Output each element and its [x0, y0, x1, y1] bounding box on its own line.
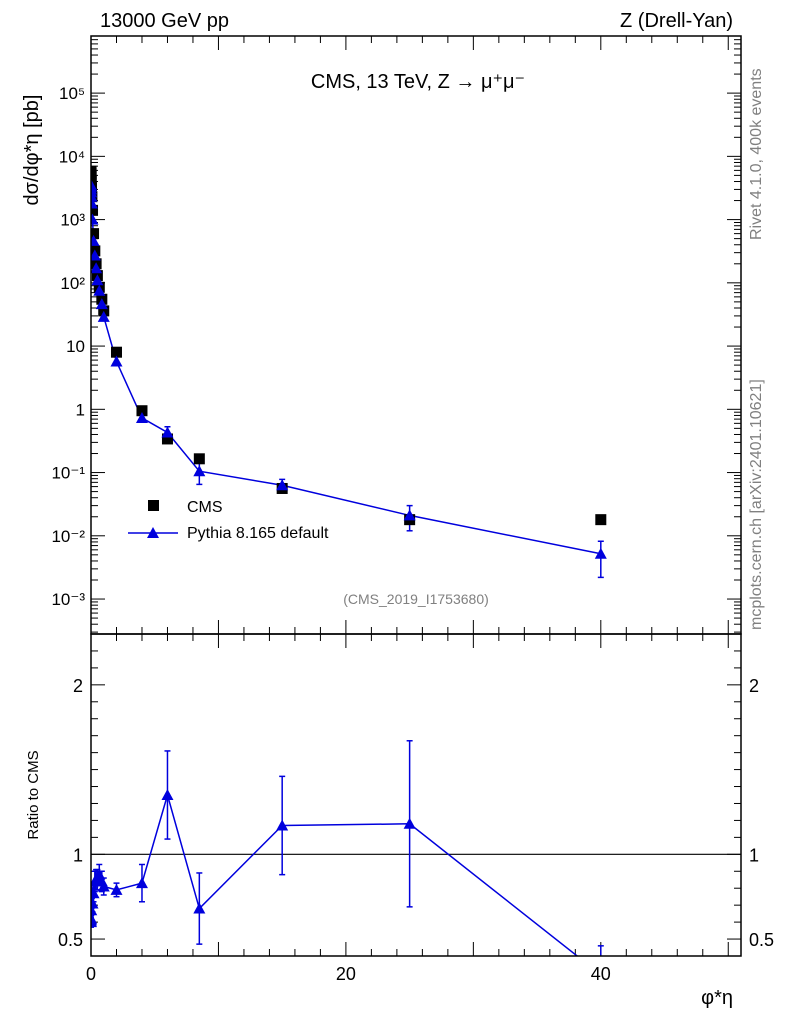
mcplots-label: mcplots.cern.ch [arXiv:2401.10621] — [748, 379, 765, 630]
cms-point — [91, 245, 101, 257]
main-y-tick-label: 10 — [66, 337, 85, 356]
pythia-point — [95, 298, 108, 310]
cms-point — [91, 204, 99, 216]
ratio-y-tick-label-right: 0.5 — [749, 930, 774, 950]
ratio-point — [135, 877, 148, 889]
ratio-y-tick-label-right: 2 — [749, 676, 759, 696]
ratio-panel: Ratio to CMS 0.5 0.5 1 1 2 2 0 20 40 φ*η — [25, 633, 774, 1009]
cms-point — [91, 176, 97, 188]
main-y-tick-label: 10⁴ — [59, 147, 85, 166]
cms-point — [110, 346, 122, 358]
ratio-point — [403, 817, 416, 829]
x-tick-label: 20 — [336, 964, 356, 984]
ratio-point — [97, 880, 110, 892]
main-y-tick-label: 10⁻¹ — [51, 464, 85, 483]
pythia-line — [91, 185, 601, 555]
main-ylabel: dσ/dφ*η [pb] — [21, 95, 43, 206]
ratio-frame — [90, 633, 742, 957]
main-y-tick-label: 10⁵ — [59, 84, 85, 103]
x-tick-label: 40 — [591, 964, 611, 984]
pythia-point — [403, 509, 416, 521]
cms-point — [193, 453, 205, 465]
pythia-point — [110, 355, 123, 367]
ratio-y-tick-label: 1 — [73, 845, 83, 865]
ratio-xlabel: φ*η — [701, 987, 733, 1009]
pythia-point — [193, 465, 206, 477]
ratio-x-axis: 0 20 40 — [86, 634, 729, 984]
ratio-ylabel: Ratio to CMS — [25, 750, 42, 839]
main-title: CMS, 13 TeV, Z → μ⁺μ⁻ — [311, 71, 525, 93]
main-y-tick-label: 10³ — [60, 211, 85, 230]
main-panel: CMS, 13 TeV, Z → μ⁺μ⁻ (CMS_2019_I1753680… — [21, 35, 742, 635]
rivet-label: Rivet 4.1.0, 400k events — [748, 68, 765, 240]
ratio-point — [193, 902, 206, 914]
main-y-tick-label: 10⁻³ — [51, 590, 85, 609]
ratio-point — [276, 819, 289, 831]
pythia-point — [93, 284, 106, 296]
ratio-point — [91, 897, 99, 909]
analysis-label: (CMS_2019_I1753680) — [343, 591, 489, 607]
header-left: 13000 GeV pp — [100, 10, 229, 32]
main-y-axis: 10⁻³ 10⁻² 10⁻¹ 1 10 10² 10³ 10⁴ 10⁵ — [51, 35, 741, 633]
pythia-point — [91, 274, 104, 286]
header-right: Z (Drell-Yan) — [620, 10, 733, 32]
ratio-point — [110, 883, 123, 895]
x-tick-label: 0 — [86, 964, 96, 984]
pythia-point — [594, 547, 607, 559]
legend-cms-label: CMS — [187, 499, 223, 516]
legend-cms-marker — [148, 500, 159, 511]
pythia-point — [91, 262, 103, 274]
legend-pythia-label: Pythia 8.165 default — [187, 525, 329, 542]
cms-point — [91, 228, 100, 240]
ratio-y-tick-label-right: 1 — [749, 845, 759, 865]
pythia-point — [91, 213, 99, 225]
ratio-point — [161, 789, 174, 800]
cms-point — [161, 433, 173, 445]
legend: CMS Pythia 8.165 default — [128, 499, 329, 542]
ratio-plot-area — [91, 740, 741, 956]
main-frame — [90, 35, 742, 635]
pythia-point — [135, 411, 148, 423]
main-plot-area — [91, 165, 607, 579]
pythia-point — [276, 479, 289, 491]
ratio-y-axis: 0.5 0.5 1 1 2 2 — [58, 650, 774, 950]
pythia-point — [97, 310, 110, 322]
main-x-ticks — [90, 36, 729, 634]
cms-point — [136, 405, 148, 417]
main-y-tick-label: 10⁻² — [51, 527, 85, 546]
main-y-tick-label: 1 — [76, 400, 85, 419]
pythia-point — [91, 234, 100, 246]
legend-pythia-marker — [147, 527, 159, 538]
cms-point — [595, 514, 607, 526]
pythia-point — [91, 197, 98, 209]
main-y-tick-label: 10² — [60, 274, 85, 293]
pythia-point — [161, 426, 174, 438]
ratio-y-tick-label: 2 — [73, 676, 83, 696]
ratio-y-tick-label: 0.5 — [58, 930, 83, 950]
pythia-point — [91, 249, 101, 261]
